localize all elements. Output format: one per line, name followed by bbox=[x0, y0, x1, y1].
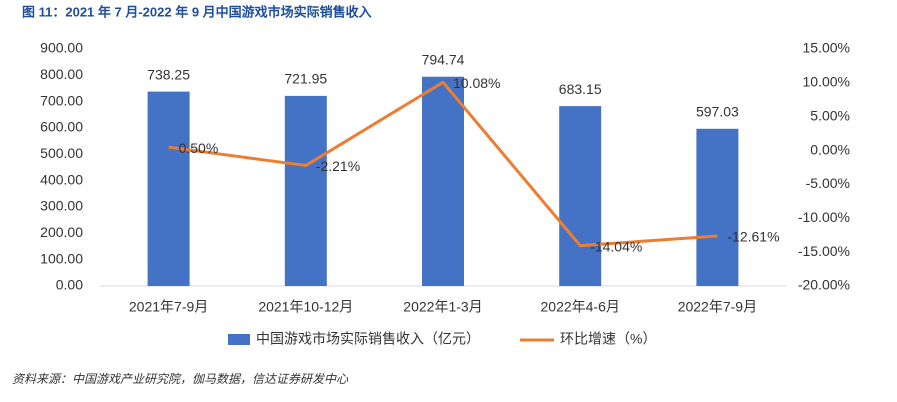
y-tick-label: 200.00 bbox=[40, 224, 83, 240]
y2-tick-label: -5.00% bbox=[806, 175, 850, 191]
x-tick-label: 2022年4-6月 bbox=[541, 299, 620, 315]
line bbox=[168, 80, 718, 248]
y-tick-label: 900.00 bbox=[40, 40, 83, 56]
legend-label: 中国游戏市场实际销售收入（亿元） bbox=[256, 331, 480, 347]
y-tick-label: 300.00 bbox=[40, 198, 83, 214]
y2-tick-label: 0.00% bbox=[810, 141, 850, 157]
y-tick-label: 0.00 bbox=[56, 277, 83, 293]
bar-value-label: 597.03 bbox=[696, 103, 739, 119]
x-tick-label: 2021年7-9月 bbox=[129, 299, 208, 315]
source-note: 资料来源：中国游戏产业研究院，伽马数据，信达证券研发中心 bbox=[12, 372, 349, 386]
y2-tick-label: -10.00% bbox=[798, 209, 850, 225]
y-tick-label: 500.00 bbox=[40, 145, 83, 161]
y-tick-label: 100.00 bbox=[40, 250, 83, 266]
bar bbox=[696, 128, 739, 286]
bar bbox=[147, 91, 190, 286]
bar-value-label: 738.25 bbox=[147, 66, 190, 82]
line-value-label: 0.50% bbox=[179, 140, 219, 156]
y2-tick-label: -20.00% bbox=[798, 277, 850, 293]
line-value-label: -2.21% bbox=[316, 158, 360, 174]
y2-tick-label: 10.00% bbox=[803, 74, 850, 90]
bar-value-label: 683.15 bbox=[559, 81, 602, 97]
line-value-label: 10.08% bbox=[453, 75, 500, 91]
bar bbox=[559, 106, 602, 286]
line-value-label: -12.61% bbox=[727, 229, 779, 245]
y-tick-label: 400.00 bbox=[40, 171, 83, 187]
x-tick-label: 2021年10-12月 bbox=[258, 299, 353, 315]
y2-tick-label: 15.00% bbox=[803, 40, 850, 56]
y2-tick-label: -15.00% bbox=[798, 243, 850, 259]
line-value-label: -14.04% bbox=[590, 238, 642, 254]
bar-value-label: 794.74 bbox=[422, 51, 465, 67]
bar bbox=[284, 95, 327, 286]
y-tick-label: 600.00 bbox=[40, 119, 83, 135]
x-tick-label: 2022年7-9月 bbox=[678, 299, 757, 315]
bar-value-label: 721.95 bbox=[284, 71, 327, 87]
y-tick-label: 800.00 bbox=[40, 66, 83, 82]
y-tick-label: 700.00 bbox=[40, 92, 83, 108]
legend-label: 环比增速（%） bbox=[560, 331, 656, 347]
legend-swatch bbox=[228, 334, 250, 345]
bar bbox=[422, 76, 464, 286]
y2-tick-label: 5.00% bbox=[810, 107, 850, 123]
chart-title: 图 11：2021 年 7 月-2022 年 9 月中国游戏市场实际销售收入 bbox=[22, 4, 372, 19]
x-tick-label: 2022年1-3月 bbox=[403, 299, 482, 315]
